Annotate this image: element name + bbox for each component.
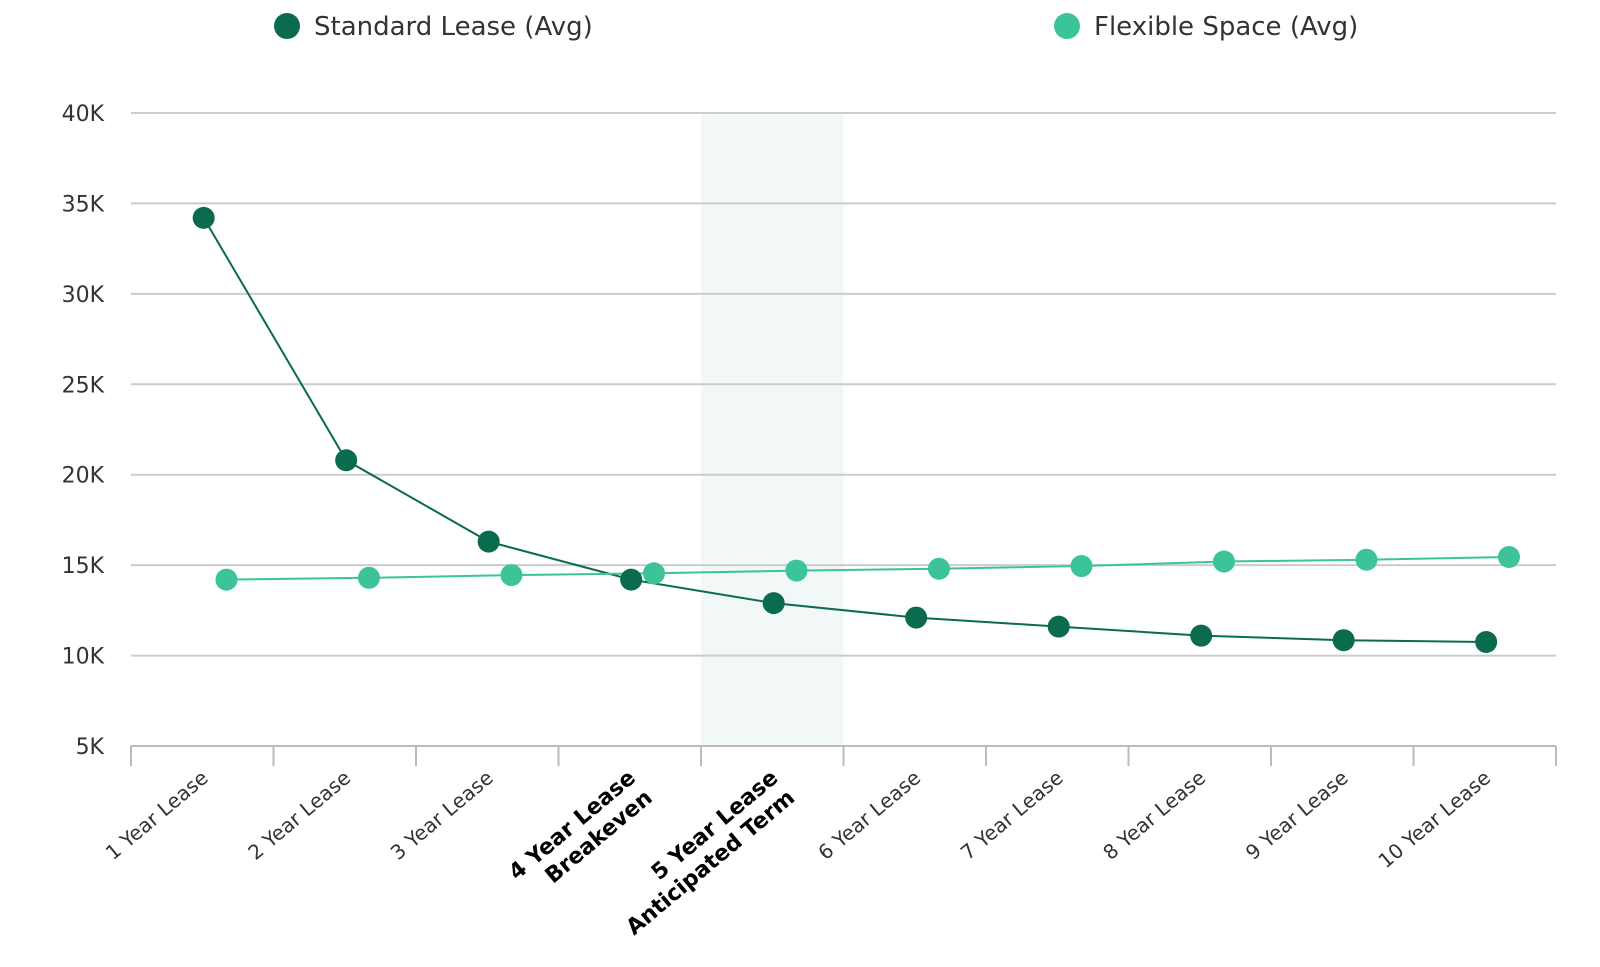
data-point — [335, 449, 358, 472]
series-line — [226, 556, 1509, 581]
x-tick-label: 4 Year LeaseBreakeven — [504, 765, 657, 905]
y-axis: 5K 10K 15K 20K 25K 30K 35K 40K — [62, 102, 105, 760]
y-tick-label: 5K — [76, 735, 105, 760]
data-point — [357, 566, 380, 589]
anticipated-term-highlight — [701, 113, 844, 746]
data-point — [192, 206, 215, 229]
data-point — [785, 559, 808, 582]
legend: Standard Lease (Avg) Flexible Space (Avg) — [274, 12, 1358, 42]
y-tick-label: 35K — [62, 192, 105, 217]
x-tick-label: 7 Year Lease — [956, 765, 1068, 864]
legend-label: Standard Lease (Avg) — [314, 12, 593, 42]
series-line — [202, 217, 1487, 644]
legend-swatch — [274, 13, 300, 39]
series-points — [192, 206, 1520, 654]
data-point — [620, 568, 643, 591]
y-tick-label: 40K — [62, 102, 105, 127]
x-tick-label: 1 Year Lease — [101, 765, 213, 864]
y-tick-label: 25K — [62, 373, 105, 398]
data-point — [762, 592, 785, 615]
x-tick-label: 9 Year Lease — [1241, 765, 1353, 864]
data-point — [1212, 550, 1235, 573]
data-point — [1190, 624, 1213, 647]
data-point — [905, 606, 928, 629]
y-tick-label: 10K — [62, 645, 105, 670]
x-tick-label: 6 Year Lease — [813, 765, 925, 864]
y-tick-label: 30K — [62, 283, 105, 308]
legend-swatch — [1054, 13, 1080, 39]
x-tick-label: 8 Year Lease — [1098, 765, 1210, 864]
data-point — [215, 568, 238, 591]
data-point — [1355, 548, 1378, 571]
data-point — [927, 557, 950, 580]
data-point — [1475, 631, 1498, 654]
x-axis: 1 Year Lease 2 Year Lease 3 Year Lease 4 Ye… — [101, 746, 1557, 940]
data-point — [642, 562, 665, 585]
gridlines — [131, 112, 1556, 747]
data-point — [1332, 629, 1355, 652]
x-tick-label: 2 Year Lease — [243, 765, 355, 864]
data-point — [500, 564, 523, 587]
data-point — [1047, 615, 1070, 638]
series-lines — [202, 217, 1509, 644]
data-point — [1070, 555, 1093, 578]
x-tick-label: 3 Year Lease — [386, 765, 498, 864]
x-tick-label: 10 Year Lease — [1373, 765, 1495, 872]
data-point — [477, 530, 500, 553]
y-tick-label: 20K — [62, 464, 105, 489]
data-point — [1497, 546, 1520, 569]
y-tick-label: 15K — [62, 554, 105, 579]
legend-label: Flexible Space (Avg) — [1094, 12, 1358, 42]
